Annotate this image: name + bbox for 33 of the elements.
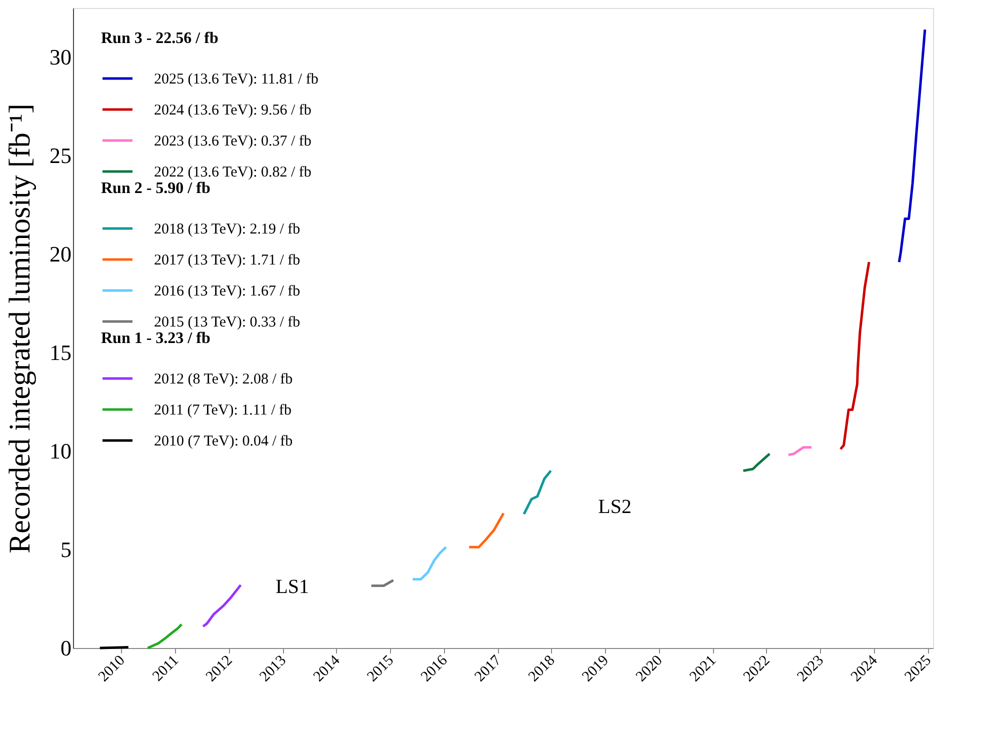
- y-tick-label: 25: [50, 143, 72, 168]
- legend-label: 2022 (13.6 TeV): 0.82 / fb: [154, 164, 312, 180]
- y-tick-label: 0: [60, 636, 72, 660]
- y-tick-label: 30: [50, 44, 72, 70]
- y-axis-title: Recorded integrated luminosity [fb⁻¹]: [4, 104, 36, 554]
- line-series: [742, 452, 771, 472]
- annotation: LS1: [276, 576, 309, 598]
- line-series: [898, 28, 926, 264]
- legend-label: 2012 (8 TeV): 2.08 / fb: [154, 372, 293, 388]
- legend-label: 2017 (13 TeV): 1.71 / fb: [154, 252, 300, 268]
- line-series: [839, 260, 870, 450]
- annotation: Run 1 - 3.23 / fb: [101, 330, 210, 347]
- legend-label: 2016 (13 TeV): 1.67 / fb: [154, 284, 300, 300]
- annotation: Run 2 - 5.90 / fb: [101, 180, 210, 197]
- legend-label: 2023 (13.6 TeV): 0.37 / fb: [154, 134, 312, 150]
- legend-label: 2015 (13 TeV): 0.33 / fb: [154, 314, 300, 330]
- line-series: [146, 623, 183, 650]
- annotation: LS2: [598, 496, 632, 518]
- line-series: [411, 546, 448, 581]
- line-series: [202, 584, 242, 628]
- x-tick-label: 2011: [150, 652, 182, 685]
- line-series: [522, 470, 552, 516]
- legend-label: 2024 (13.6 TeV): 9.56 / fb: [154, 102, 312, 118]
- legend-label: 2010 (7 TeV): 0.04 / fb: [154, 434, 293, 450]
- y-tick-label: 10: [50, 438, 72, 464]
- legend-label: 2011 (7 TeV): 1.11 / fb: [154, 402, 292, 418]
- legend-label: 2018 (13 TeV): 2.19 / fb: [154, 222, 300, 238]
- y-tick-label: 5: [60, 537, 72, 562]
- line-series: [468, 512, 505, 548]
- legend-label: 2025 (13.6 TeV): 11.81 / fb: [154, 72, 318, 88]
- annotation: Run 3 - 22.56 / fb: [101, 30, 218, 47]
- y-tick-label: 20: [50, 242, 72, 267]
- y-tick-label: 15: [50, 340, 72, 366]
